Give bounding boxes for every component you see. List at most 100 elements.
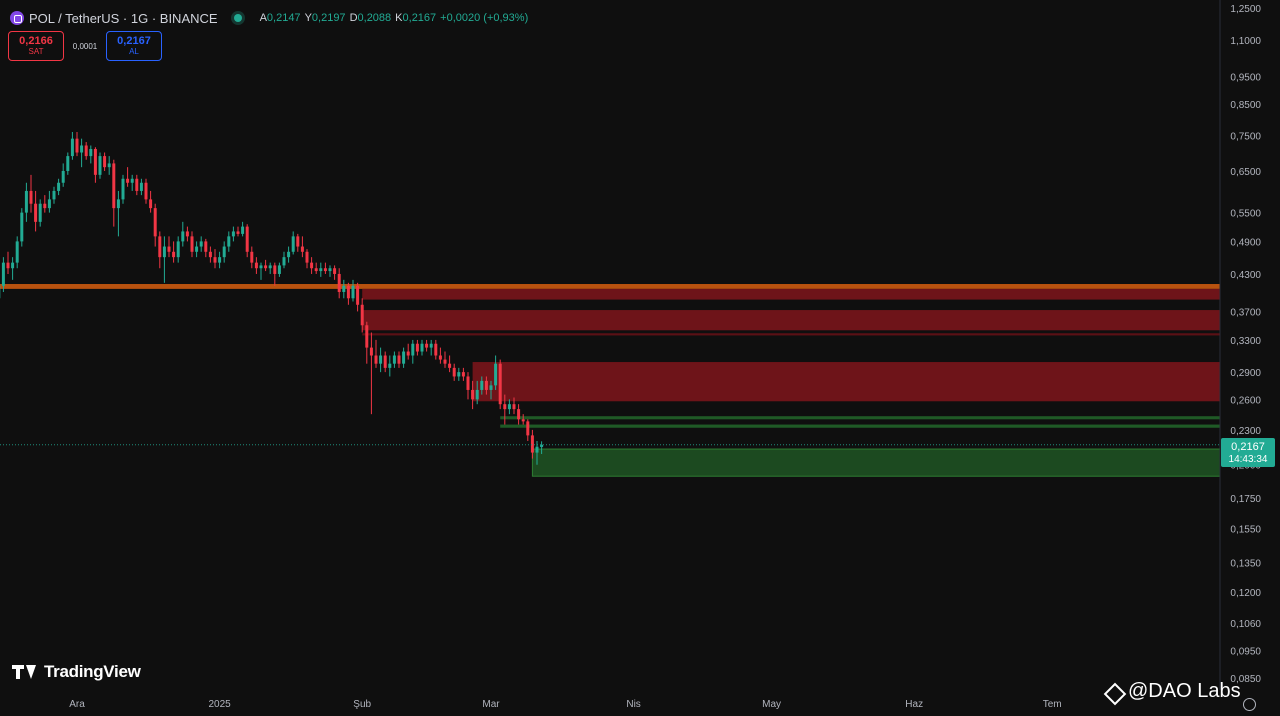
candle[interactable] xyxy=(530,429,534,459)
candle[interactable] xyxy=(190,231,194,258)
candle[interactable] xyxy=(38,199,42,227)
candle[interactable] xyxy=(176,236,180,263)
candle[interactable] xyxy=(93,147,97,183)
buy-button[interactable]: 0,2167 AL xyxy=(106,31,162,61)
candle[interactable] xyxy=(305,249,309,269)
candle[interactable] xyxy=(351,279,355,302)
candle[interactable] xyxy=(112,159,116,227)
candle[interactable] xyxy=(126,167,130,187)
candle[interactable] xyxy=(107,156,111,175)
candle[interactable] xyxy=(379,347,383,373)
candle[interactable] xyxy=(57,178,61,196)
candle[interactable] xyxy=(89,145,93,164)
candle[interactable] xyxy=(282,251,286,269)
zone-green[interactable] xyxy=(531,448,1221,477)
candle[interactable] xyxy=(484,376,488,395)
candle[interactable] xyxy=(420,339,424,356)
candle[interactable] xyxy=(231,226,235,242)
candle[interactable] xyxy=(434,339,438,360)
zone-red[interactable] xyxy=(362,310,1220,331)
candle[interactable] xyxy=(195,241,199,258)
candle[interactable] xyxy=(507,399,511,415)
candle[interactable] xyxy=(471,380,475,410)
candle[interactable] xyxy=(310,257,314,274)
candle[interactable] xyxy=(480,376,484,395)
candle[interactable] xyxy=(153,203,157,247)
candle[interactable] xyxy=(277,262,281,277)
candle[interactable] xyxy=(337,268,341,299)
candle[interactable] xyxy=(429,339,433,356)
symbol-title[interactable]: POL / TetherUS · 1G · BINANCE xyxy=(29,10,218,26)
candle[interactable] xyxy=(245,224,249,258)
zone-red[interactable] xyxy=(362,288,1220,300)
price-axis[interactable]: 1,2500 1,1000 0,9500 0,8500 0,7500 0,6500 0,55… xyxy=(1230,4,1261,685)
zone-orange-line[interactable] xyxy=(0,284,1220,289)
candle[interactable] xyxy=(144,178,148,204)
candle[interactable] xyxy=(259,262,263,280)
candle[interactable] xyxy=(360,298,364,333)
candle[interactable] xyxy=(406,343,410,360)
candle[interactable] xyxy=(213,249,217,269)
candle[interactable] xyxy=(402,347,406,368)
candle[interactable] xyxy=(47,190,51,213)
candle[interactable] xyxy=(1,257,5,292)
zone-green-line[interactable] xyxy=(500,424,1220,428)
candle[interactable] xyxy=(66,152,70,175)
candle[interactable] xyxy=(521,414,525,425)
candle[interactable] xyxy=(218,251,222,269)
candle[interactable] xyxy=(11,257,15,280)
candle[interactable] xyxy=(388,355,392,377)
candle[interactable] xyxy=(323,262,327,274)
sell-button[interactable]: 0,2166 SAT xyxy=(8,31,64,61)
candle[interactable] xyxy=(333,265,337,280)
candle[interactable] xyxy=(149,190,153,213)
candle[interactable] xyxy=(369,332,373,415)
candle[interactable] xyxy=(172,241,176,263)
candle[interactable] xyxy=(29,174,33,213)
candle[interactable] xyxy=(264,259,268,272)
candle[interactable] xyxy=(457,367,461,381)
candle[interactable] xyxy=(392,351,396,368)
candle[interactable] xyxy=(185,226,189,242)
candle[interactable] xyxy=(342,279,346,299)
candles[interactable] xyxy=(0,132,544,465)
candle[interactable] xyxy=(374,339,378,368)
candle[interactable] xyxy=(438,347,442,364)
candle[interactable] xyxy=(52,186,56,204)
zone-green-line[interactable] xyxy=(500,416,1220,420)
candle[interactable] xyxy=(443,351,447,368)
candle[interactable] xyxy=(512,397,516,415)
candle[interactable] xyxy=(397,351,401,368)
candle[interactable] xyxy=(135,174,139,196)
candle[interactable] xyxy=(540,441,544,455)
candle[interactable] xyxy=(296,233,300,252)
candle[interactable] xyxy=(425,339,429,352)
candle[interactable] xyxy=(6,251,10,274)
candle[interactable] xyxy=(116,190,120,237)
candle[interactable] xyxy=(241,221,245,237)
candle[interactable] xyxy=(103,152,107,171)
candle[interactable] xyxy=(139,178,143,196)
candle[interactable] xyxy=(24,182,28,222)
candle[interactable] xyxy=(466,372,470,400)
candle[interactable] xyxy=(475,380,479,405)
candle[interactable] xyxy=(167,236,171,258)
candle[interactable] xyxy=(328,265,332,277)
zone-red-line[interactable] xyxy=(362,333,1220,336)
candle[interactable] xyxy=(162,236,166,283)
candle[interactable] xyxy=(20,208,24,247)
time-axis[interactable]: Ara 2025 Şub Mar Nis May Haz Tem xyxy=(69,699,1061,710)
candle[interactable] xyxy=(34,190,38,232)
candle[interactable] xyxy=(222,241,226,263)
candle[interactable] xyxy=(415,339,419,356)
candle[interactable] xyxy=(227,231,231,252)
candle[interactable] xyxy=(158,231,162,269)
candle[interactable] xyxy=(356,282,360,312)
candle[interactable] xyxy=(411,339,415,364)
candle[interactable] xyxy=(254,257,258,274)
candle[interactable] xyxy=(204,238,208,258)
candle[interactable] xyxy=(452,363,456,381)
tradingview-logo[interactable]: TradingView xyxy=(12,662,141,682)
candle[interactable] xyxy=(250,246,254,269)
